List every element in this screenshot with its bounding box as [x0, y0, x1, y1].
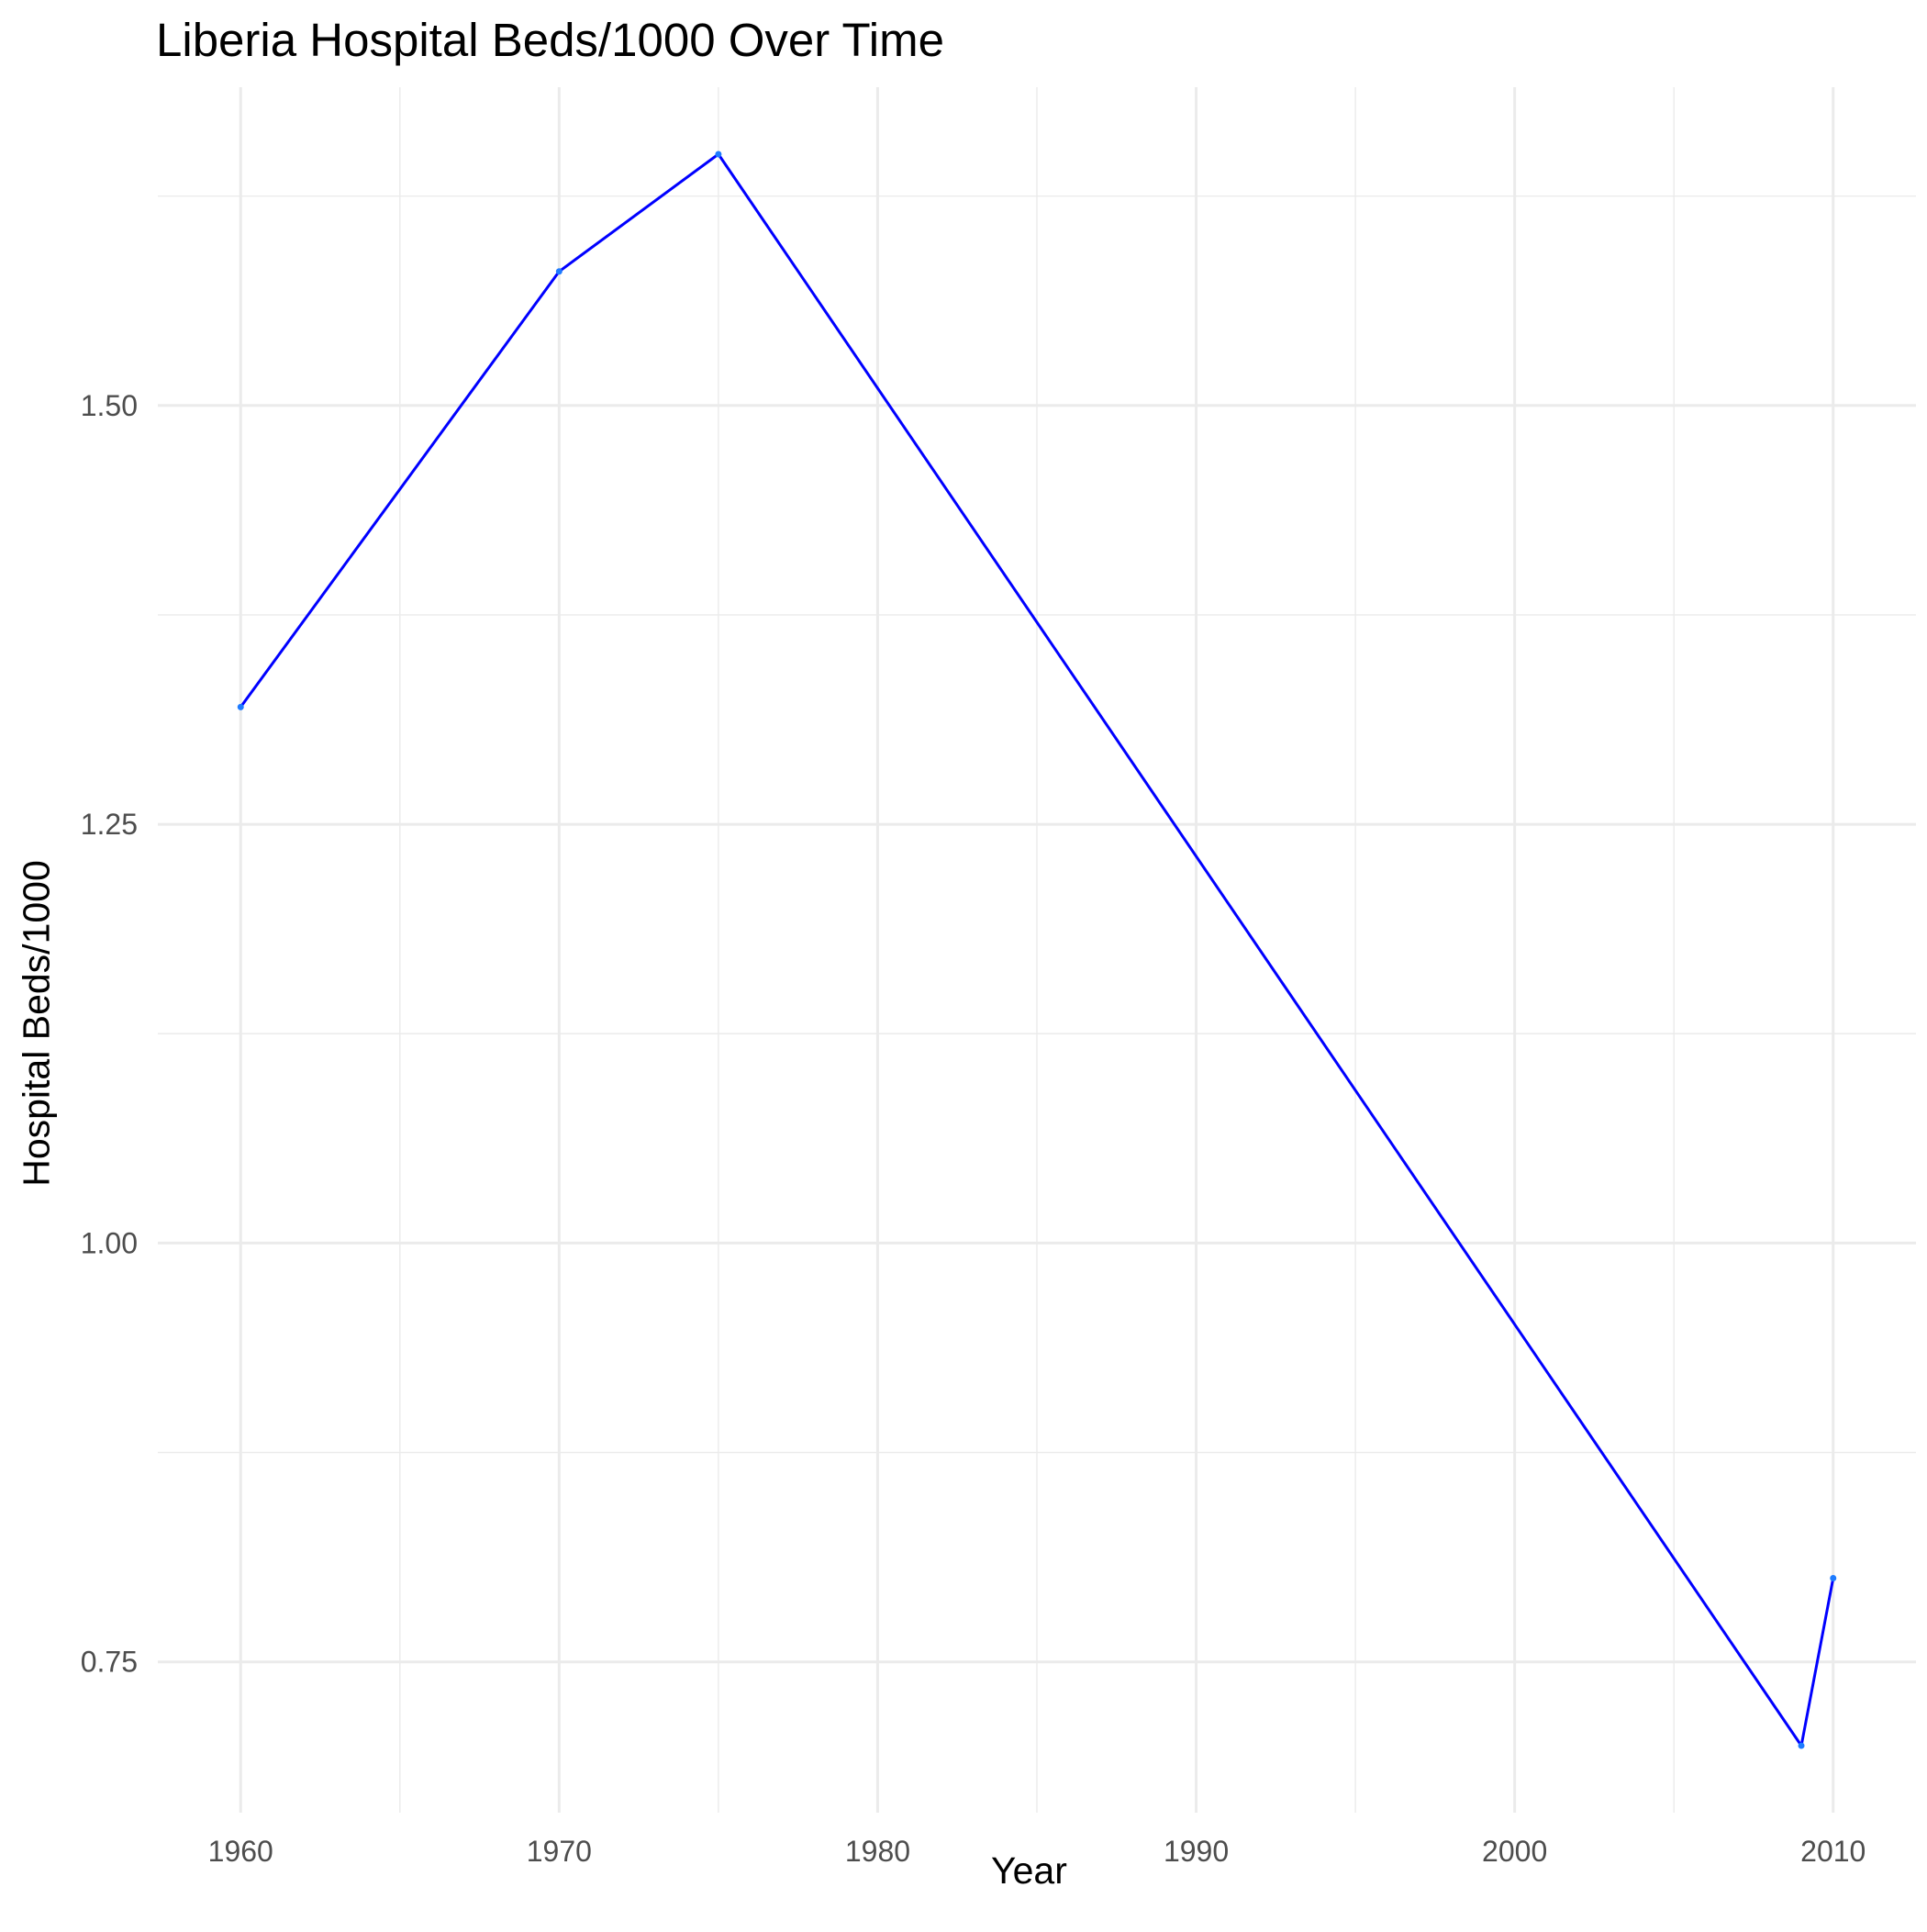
data-point [556, 268, 563, 274]
tick-labels: 1960 1970 1980 1990 2000 2010 0.75 1.00 1.25 1.50 [81, 389, 1866, 1868]
y-tick-label: 1.25 [81, 808, 138, 841]
y-tick-label: 1.50 [81, 389, 138, 422]
data-point [1799, 1742, 1805, 1748]
data-point [1830, 1575, 1836, 1581]
data-point [715, 151, 721, 158]
x-axis-title: Year [991, 1849, 1067, 1893]
x-tick-label: 2010 [1800, 1835, 1866, 1868]
data-point [238, 704, 244, 710]
x-tick-label: 2000 [1482, 1835, 1547, 1868]
x-tick-label: 1990 [1164, 1835, 1229, 1868]
x-tick-label: 1960 [208, 1835, 273, 1868]
x-tick-label: 1980 [845, 1835, 910, 1868]
minor-gridlines [158, 87, 1916, 1813]
x-tick-label: 1970 [527, 1835, 592, 1868]
y-tick-label: 0.75 [81, 1646, 138, 1679]
y-tick-label: 1.00 [81, 1226, 138, 1259]
chart-title: Liberia Hospital Beds/1000 Over Time [156, 13, 944, 67]
y-axis-title: Hospital Beds/1000 [16, 860, 59, 1187]
